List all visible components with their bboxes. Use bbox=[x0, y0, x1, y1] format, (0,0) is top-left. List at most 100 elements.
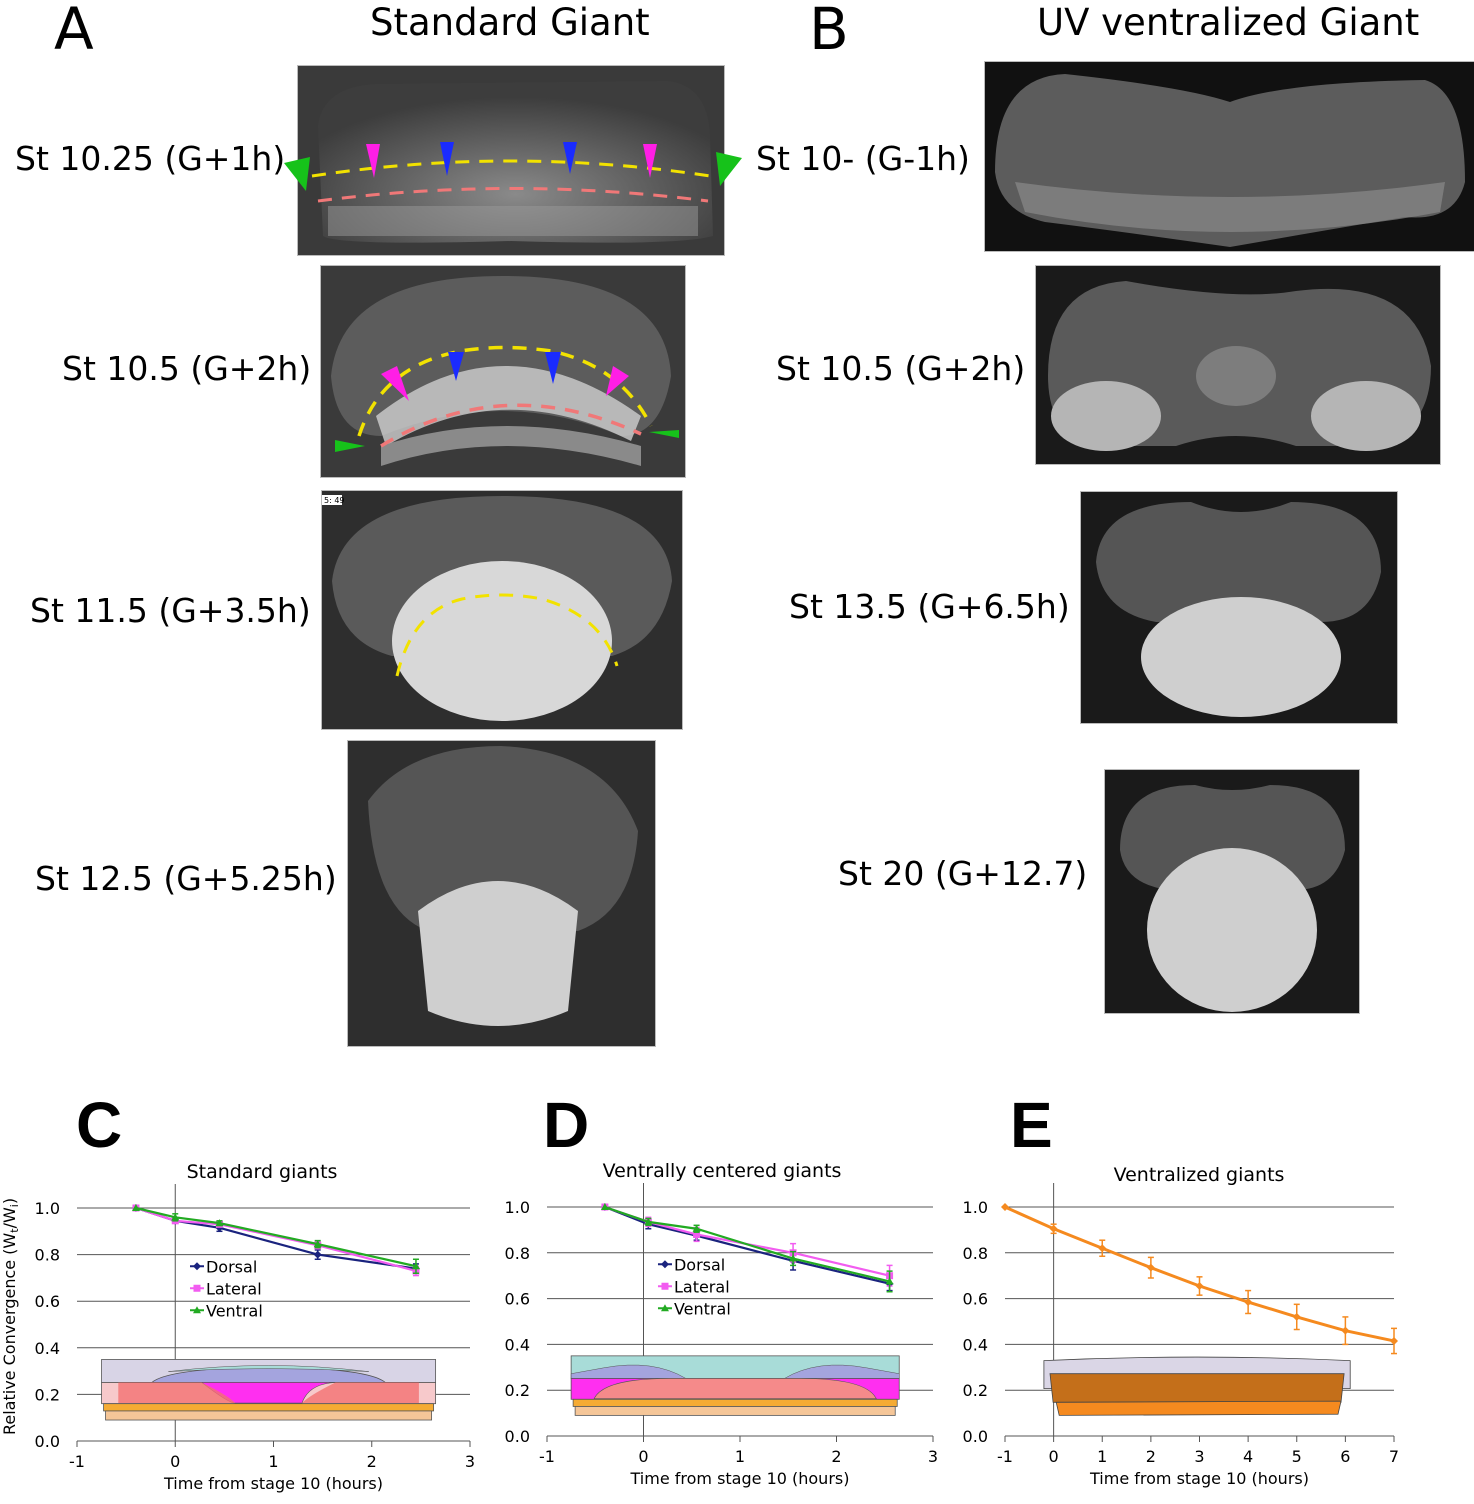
y-tick-label: 0.4 bbox=[963, 1335, 988, 1354]
y-tick-label: 0.4 bbox=[505, 1335, 530, 1354]
x-axis-title: Time from stage 10 (hours) bbox=[630, 1469, 850, 1488]
green-arrowhead-left bbox=[284, 157, 310, 191]
embryo-schematic bbox=[101, 1359, 437, 1421]
chart-e: Ventralized giants 0.0 0.2 0.4 0.6 0.8 1.0 -1 0 1… bbox=[960, 1150, 1474, 1500]
embryo-image-b1 bbox=[984, 61, 1474, 252]
data-point bbox=[600, 1203, 609, 1210]
schematic-blue-region bbox=[570, 1364, 687, 1379]
y-tick-label: 0.6 bbox=[963, 1290, 988, 1309]
y-tick-label: 1.0 bbox=[505, 1198, 530, 1217]
y-axis-title: Relative Convergence (Wt/Wi) bbox=[0, 1180, 22, 1440]
x-tick-label: 2 bbox=[831, 1447, 841, 1466]
embryo-image-a2 bbox=[320, 265, 686, 478]
stage-label: St 10.5 (G+2h) bbox=[62, 349, 312, 388]
x-tick-label: 6 bbox=[1340, 1447, 1350, 1466]
chart-c: Standard giants 0.0 0.2 0.4 0.6 0.8 1.0 -1 0 1 2 3 T… bbox=[0, 1150, 490, 1500]
x-tick-label: 3 bbox=[1194, 1447, 1204, 1466]
data-point bbox=[215, 1219, 224, 1227]
legend-label: Lateral bbox=[674, 1277, 730, 1296]
x-tick-label: -1 bbox=[69, 1452, 85, 1471]
panel-a-title: Standard Giant bbox=[370, 1, 650, 44]
embryo-image-b3 bbox=[1080, 491, 1398, 724]
chart-title: Ventralized giants bbox=[1114, 1164, 1285, 1186]
stage-label: St 11.5 (G+3.5h) bbox=[30, 591, 311, 630]
data-point bbox=[1244, 1298, 1253, 1307]
data-point bbox=[885, 1277, 894, 1285]
data-point bbox=[1341, 1326, 1350, 1335]
y-tick-label: 0.2 bbox=[505, 1381, 530, 1400]
schematic-cyan-region bbox=[168, 1365, 369, 1372]
x-tick-label: 2 bbox=[1146, 1447, 1156, 1466]
chart-d: Ventrally centered giants 0.0 0.2 0.4 0.6 0.8… bbox=[490, 1150, 960, 1500]
y-tick-label: 0.4 bbox=[35, 1339, 60, 1358]
legend-label: Ventral bbox=[674, 1299, 731, 1318]
chart-e-svg: Ventralized giants 0.0 0.2 0.4 0.6 0.8 1.0 -1 0 1… bbox=[963, 1164, 1400, 1488]
y-tick-label: 0.2 bbox=[35, 1385, 60, 1404]
x-tick-label: 1 bbox=[735, 1447, 745, 1466]
x-tick-label: 3 bbox=[928, 1447, 938, 1466]
data-point bbox=[1049, 1224, 1058, 1233]
data-point bbox=[661, 1282, 669, 1290]
embryo-schematic bbox=[570, 1355, 900, 1416]
chart-d-svg: Ventrally centered giants 0.0 0.2 0.4 0.6 0.8… bbox=[505, 1160, 939, 1488]
x-tick-label: 0 bbox=[638, 1447, 648, 1466]
data-point bbox=[131, 1204, 140, 1211]
legend-label: Dorsal bbox=[674, 1255, 725, 1274]
data-point bbox=[1146, 1263, 1155, 1272]
embryo-image-a1 bbox=[297, 65, 725, 256]
x-tick-label: 1 bbox=[1097, 1447, 1107, 1466]
panel-letter-a: A bbox=[54, 0, 94, 63]
data-point bbox=[692, 1224, 701, 1232]
data-point bbox=[313, 1240, 322, 1248]
data-point bbox=[1001, 1203, 1009, 1211]
x-tick-label: 0 bbox=[170, 1452, 180, 1471]
x-tick-label: 7 bbox=[1389, 1447, 1399, 1466]
panel-letter-b: B bbox=[809, 0, 849, 63]
embryo-image-b2 bbox=[1035, 265, 1441, 465]
y-tick-label: 0.6 bbox=[35, 1292, 60, 1311]
data-point bbox=[171, 1213, 180, 1221]
data-point bbox=[411, 1262, 420, 1270]
data-point bbox=[193, 1284, 201, 1292]
y-tick-label: 0.8 bbox=[963, 1244, 988, 1263]
y-tick-label: 1.0 bbox=[35, 1199, 60, 1218]
stage-label: St 10.25 (G+1h) bbox=[15, 139, 286, 178]
x-tick-label: 3 bbox=[465, 1452, 475, 1471]
data-point bbox=[789, 1254, 798, 1262]
legend-label: Ventral bbox=[206, 1301, 263, 1320]
embryo-schematic bbox=[1043, 1356, 1351, 1416]
schematic-layer-endoderm bbox=[1055, 1400, 1342, 1416]
schematic-red-region bbox=[302, 1382, 419, 1404]
embryo-image-b4 bbox=[1104, 769, 1360, 1014]
data-point bbox=[660, 1304, 669, 1312]
panel-letter-c: C bbox=[76, 1089, 123, 1161]
chart-title: Standard giants bbox=[187, 1161, 338, 1183]
x-tick-label: 2 bbox=[367, 1452, 377, 1471]
x-tick-label: 1 bbox=[268, 1452, 278, 1471]
legend-label: Dorsal bbox=[206, 1257, 257, 1276]
y-tick-label: 0.2 bbox=[963, 1381, 988, 1400]
schematic-layer-endoderm bbox=[105, 1410, 433, 1421]
y-axis-title-text: Relative Convergence (Wt/Wi) bbox=[0, 1198, 21, 1435]
y-tick-label: 0.6 bbox=[505, 1290, 530, 1309]
y-tick-label: 0.0 bbox=[35, 1432, 60, 1451]
panel-letter-d: D bbox=[543, 1089, 590, 1161]
x-axis-title: Time from stage 10 (hours) bbox=[163, 1474, 383, 1493]
y-tick-label: 0.0 bbox=[505, 1427, 530, 1446]
embryo-image-a4 bbox=[347, 740, 656, 1047]
x-tick-label: 5 bbox=[1292, 1447, 1302, 1466]
timestamp-overlay: 5: 49 bbox=[324, 496, 345, 505]
data-point bbox=[1195, 1282, 1204, 1291]
chart-title: Ventrally centered giants bbox=[603, 1160, 842, 1182]
stage-label: St 13.5 (G+6.5h) bbox=[789, 587, 1070, 626]
schematic-layer-endoderm bbox=[574, 1406, 896, 1416]
data-point bbox=[1390, 1336, 1398, 1345]
data-point bbox=[660, 1260, 669, 1269]
x-tick-label: 0 bbox=[1049, 1447, 1059, 1466]
data-point bbox=[313, 1250, 322, 1259]
schematic-red-region bbox=[593, 1378, 877, 1399]
stage-label: St 10.5 (G+2h) bbox=[776, 349, 1026, 388]
x-tick-label: -1 bbox=[997, 1447, 1013, 1466]
x-tick-label: 4 bbox=[1243, 1447, 1253, 1466]
embryo-image-a3: 5: 49 bbox=[321, 490, 683, 730]
